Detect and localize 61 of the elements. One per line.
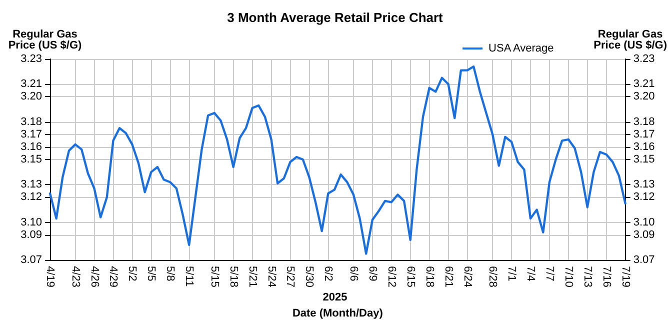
x-tick-label: 7/7: [543, 266, 556, 282]
y-tick-label: 3.21: [20, 78, 42, 90]
x-tick-label: 6/2: [322, 266, 334, 282]
x-tick-label: 4/19: [44, 266, 56, 288]
x-tick-label: 5/24: [265, 266, 278, 288]
x-tick-label: 5/30: [303, 266, 316, 288]
legend-label: USA Average: [488, 42, 554, 54]
x-tick-label: 4/26: [88, 266, 100, 288]
x-tick-label: 6/15: [404, 266, 416, 288]
y2-tick-label: 3.09: [633, 228, 655, 241]
x-tick-label: 4/23: [69, 266, 82, 288]
x-tick-label: 5/5: [145, 266, 158, 282]
y2-tick-label: 3.21: [633, 78, 655, 90]
x-tick-label: 5/15: [208, 266, 220, 288]
y-axis-title: Regular Gas Price (US $/G): [8, 28, 82, 52]
y-tick-label: 3.13: [20, 178, 42, 191]
y-tick-label: 3.09: [20, 228, 42, 241]
y2-tick-label: 3.10: [633, 216, 655, 228]
y-tick-label: 3.15: [20, 154, 42, 166]
y2-tick-label: 3.12: [633, 191, 655, 204]
x-tick-label: 6/12: [385, 266, 398, 288]
y2-tick-label: 3.13: [633, 178, 655, 191]
y2-tick-label: 3.15: [633, 154, 655, 166]
x-tick-label: 7/16: [600, 266, 612, 288]
chart-title: 3 Month Average Retail Price Chart: [227, 10, 444, 25]
y2-tick-label: 3.20: [633, 90, 655, 103]
x-tick-label: 7/19: [619, 266, 632, 288]
line-series: [48, 65, 626, 255]
y-tick-label: 3.18: [20, 116, 42, 128]
x-tick-label: 4/29: [107, 266, 120, 288]
x-tick-label: 5/18: [227, 266, 240, 288]
x-tick-label: 5/27: [284, 266, 296, 288]
x-tick-label: 5/2: [126, 266, 138, 282]
text: 2025: [322, 292, 348, 304]
y-tick-label: 3.07: [20, 254, 42, 266]
x-tick-label: 5/8: [164, 266, 176, 282]
x-tick-label: 6/18: [423, 266, 436, 288]
y-tick-label: 3.20: [20, 90, 42, 103]
x-tick-label: 6/9: [366, 266, 378, 282]
y-tick-label: 3.12: [20, 191, 42, 204]
x-tick-label: 5/11: [183, 266, 196, 287]
y-tick-label: 3.17: [20, 128, 42, 140]
y2-axis-title: Regular Gas Price (US $/G): [594, 28, 668, 52]
x-tick-label: 7/4: [524, 266, 536, 282]
y2-tick-label: 3.16: [633, 140, 655, 153]
x-tick-label: 6/24: [461, 266, 474, 288]
x-tick-label: 5/21: [246, 266, 258, 288]
y2-tick-label: 3.17: [633, 128, 655, 140]
y-tick-label: 3.16: [20, 140, 42, 153]
x-tick-label: 6/21: [442, 266, 454, 288]
y2-tick-label: 3.18: [633, 116, 655, 128]
x-tick-label: 6/6: [347, 266, 360, 282]
x-tick-label: 7/1: [506, 266, 518, 282]
y2-tick-label: 3.07: [633, 254, 655, 266]
x-tick-label: 6/28: [486, 266, 499, 288]
x-tick-label: 7/13: [581, 266, 594, 288]
y-tick-label: 3.23: [20, 53, 42, 65]
y2-tick-label: 3.23: [633, 53, 655, 65]
x-axis-title: Date (Month/Day): [292, 308, 384, 320]
x-tick-label: 7/10: [562, 266, 574, 288]
y-tick-label: 3.10: [20, 216, 42, 228]
